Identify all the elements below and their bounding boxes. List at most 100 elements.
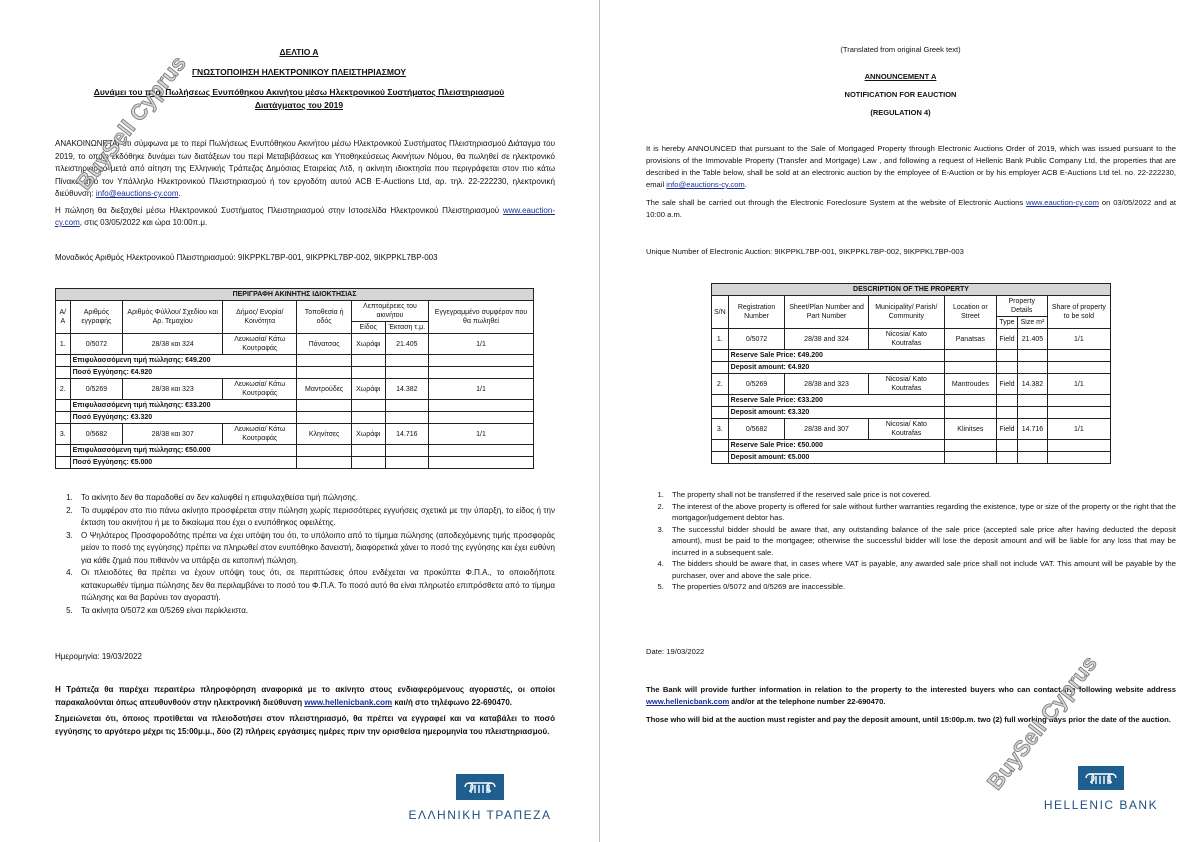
- empty-cell: [55, 444, 71, 457]
- table-caption: DESCRIPTION OF THE PROPERTY: [711, 283, 1111, 296]
- table-cell: Χωράφι: [350, 378, 386, 400]
- english-subtitle: NOTIFICATION FOR EAUCTION: [844, 90, 957, 99]
- empty-cell: [1046, 394, 1112, 407]
- column-header: Τοποθεσία ή οδός: [296, 300, 352, 334]
- empty-cell: [711, 406, 729, 419]
- empty-cell: [428, 456, 534, 469]
- empty-cell: [296, 354, 352, 367]
- reserve-row: Reserve Sale Price: €50.000: [711, 439, 1112, 452]
- empty-cell: [55, 354, 71, 367]
- announcement-text: It is hereby ANNOUNCED that pursuant to …: [646, 144, 1176, 189]
- reserve-row: Επιφυλασσόμενη τιμή πώλησης: €49.200: [55, 354, 534, 367]
- column-capital-icon: [456, 774, 504, 800]
- table-cell: 14.716: [1017, 418, 1048, 440]
- column-header: Λεπτομέρειες του ακινήτου: [350, 300, 430, 322]
- deposit-row: Deposit amount: €4.920: [711, 361, 1112, 374]
- table-cell: Field: [995, 373, 1019, 395]
- note-item: Το συμφέρον στο πιο πάνω ακίνητο προσφέρ…: [75, 505, 555, 530]
- translation-note: (Translated from original Greek text): [840, 45, 961, 54]
- empty-cell: [995, 349, 1019, 362]
- table-cell: Πάνατσας: [296, 333, 352, 355]
- deposit-price: Ποσό Εγγύησης: €4.920: [69, 366, 298, 379]
- greek-unique-number: Μοναδικός Αριθμός Ηλεκτρονικού Πλειστηρι…: [55, 253, 438, 262]
- deposit-row: Deposit amount: €5.000: [711, 451, 1112, 464]
- reserve-price: Επιφυλασσόμενη τιμή πώλησης: €49.200: [69, 354, 298, 367]
- english-notes: The property shall not be transferred if…: [646, 489, 1176, 593]
- empty-cell: [428, 366, 534, 379]
- reserve-row: Reserve Sale Price: €33.200: [711, 394, 1112, 407]
- bank-website-link[interactable]: www.hellenicbank.com: [646, 697, 730, 706]
- table-cell: 14.716: [384, 423, 430, 445]
- website-link[interactable]: www.eauction-cy.com: [55, 205, 555, 228]
- note-item: The properties 0/5072 and 0/5269 are ina…: [666, 581, 1176, 593]
- table-row: 3. 0/5682 28/38 και 307 Λευκωσία/ Κάτω Κουτ…: [55, 423, 534, 445]
- table-cell: Χωράφι: [350, 333, 386, 355]
- table-cell: 21.405: [1017, 328, 1048, 350]
- empty-cell: [350, 411, 386, 424]
- english-bank-info: The Bank will provide further informatio…: [646, 684, 1176, 730]
- table-cell: 28/38 και 324: [122, 333, 224, 355]
- empty-cell: [711, 361, 729, 374]
- website-link[interactable]: www.eauction-cy.com: [1026, 198, 1099, 207]
- table-caption: ΠΕΡΙΓΡΑΦΗ ΑΚΙΝΗΤΗΣ ΙΔΙΟΚΤΗΣΙΑΣ: [55, 288, 534, 301]
- table-cell: 1.: [55, 333, 71, 355]
- note-item: The bidders should be aware that, in cas…: [666, 558, 1176, 581]
- table-row: 1. 0/5072 28/38 and 324 Nicosia/ Kato Koutr…: [711, 328, 1112, 350]
- legal-basis-line1: Δυνάμει του περί Πωλήσεως Ενυπόθηκου Ακι…: [93, 87, 505, 97]
- deposit-price: Deposit amount: €3.320: [727, 406, 945, 419]
- greek-page: ΔΕΛΤΙΟ Α ΓΝΩΣΤΟΠΟΙΗΣΗ ΗΛΕΚΤΡΟΝΙΚΟΥ ΠΛΕΙΣ…: [0, 0, 598, 842]
- empty-cell: [1017, 451, 1048, 464]
- english-property-table: DESCRIPTION OF THE PROPERTY S/N Registrati…: [711, 283, 1112, 464]
- table-cell: 3.: [711, 418, 729, 440]
- empty-cell: [428, 411, 534, 424]
- table-cell: Panatsas: [943, 328, 997, 350]
- table-cell: Χωράφι: [350, 423, 386, 445]
- sale-text: The sale shall be carried out through th…: [646, 198, 1027, 207]
- reserve-row: Επιφυλασσόμενη τιμή πώλησης: €50.000: [55, 444, 534, 457]
- empty-cell: [943, 361, 997, 374]
- greek-subtitle: ΓΝΩΣΤΟΠΟΙΗΣΗ ΗΛΕΚΤΡΟΝΙΚΟΥ ΠΛΕΙΣΤΗΡΙΑΣΜΟΥ: [191, 67, 407, 77]
- empty-cell: [995, 394, 1019, 407]
- empty-cell: [1046, 349, 1112, 362]
- empty-cell: [943, 349, 997, 362]
- table-cell: 1/1: [1046, 373, 1112, 395]
- empty-cell: [384, 366, 430, 379]
- email-link[interactable]: info@eauctions-cy.com: [95, 189, 179, 198]
- header-row: S/N Registration Number Sheet/Plan Number …: [711, 295, 1112, 329]
- empty-cell: [384, 411, 430, 424]
- caption-row: ΠΕΡΙΓΡΑΦΗ ΑΚΙΝΗΤΗΣ ΙΔΙΟΚΤΗΣΙΑΣ: [55, 288, 534, 301]
- empty-cell: [1046, 439, 1112, 452]
- table-cell: 1/1: [1046, 418, 1112, 440]
- reserve-price: Reserve Sale Price: €50.000: [727, 439, 945, 452]
- registration-note: Σημειώνεται ότι, όποιος προτίθεται να πλ…: [55, 714, 555, 736]
- empty-cell: [711, 451, 729, 464]
- table-cell: Nicosia/ Kato Koutrafas: [867, 328, 945, 350]
- email-link[interactable]: info@eauctions-cy.com: [666, 180, 745, 189]
- announcement-text: ΑΝΑΚΟΙΝΩΝΕΤΑΙ ότι σύμφωνα με το περί Πωλ…: [55, 139, 555, 198]
- empty-cell: [296, 366, 352, 379]
- table-cell: Λευκωσία/ Κάτω Κουτραφάς: [222, 423, 298, 445]
- empty-cell: [350, 354, 386, 367]
- legal-basis-line2: Διατάγματος του 2019: [254, 99, 344, 110]
- empty-cell: [428, 444, 534, 457]
- empty-cell: [995, 439, 1019, 452]
- empty-cell: [1017, 349, 1048, 362]
- empty-cell: [1017, 406, 1048, 419]
- empty-cell: [1017, 361, 1048, 374]
- deposit-price: Deposit amount: €4.920: [727, 361, 945, 374]
- table-cell: 3.: [55, 423, 71, 445]
- note-item: The successful bidder should be aware th…: [666, 524, 1176, 559]
- table-cell: 21.405: [384, 333, 430, 355]
- greek-title: ΔΕΛΤΙΟ Α: [279, 47, 319, 57]
- bank-website-link[interactable]: www.hellenicbank.com: [304, 697, 393, 707]
- empty-cell: [55, 366, 71, 379]
- empty-cell: [995, 361, 1019, 374]
- deposit-row: Ποσό Εγγύησης: €4.920: [55, 366, 534, 379]
- registration-note: Those who will bid at the auction must r…: [646, 715, 1171, 724]
- column-subheader: Size m²: [1017, 316, 1048, 329]
- table-cell: 2.: [711, 373, 729, 395]
- bank-name: HELLENIC BANK: [1043, 798, 1159, 812]
- bank-info-text: Η Τράπεζα θα παρέχει περαιτέρω πληροφόρη…: [55, 685, 555, 707]
- empty-cell: [1017, 439, 1048, 452]
- note-item: Το ακίνητο δεν θα παραδοθεί αν δεν καλυφ…: [75, 492, 555, 505]
